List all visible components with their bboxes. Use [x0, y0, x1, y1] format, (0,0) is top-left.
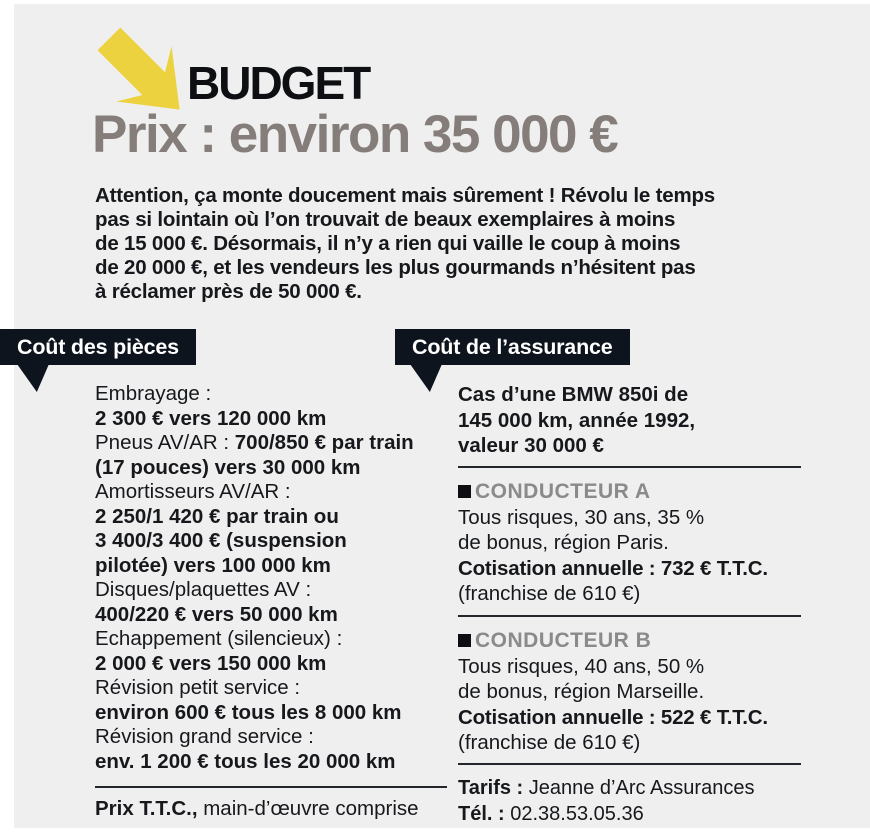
parts-footnote: Prix T.T.C., main-d’œuvre comprise — [95, 797, 419, 820]
intro-line: à réclamer près de 50 000 €. — [95, 280, 362, 303]
intro-line: Attention, ça monte doucement mais sûrem… — [95, 184, 716, 207]
phone-line: Tél. : 02.38.53.05.36 — [458, 802, 644, 825]
parts-line: Disques/plaquettes AV : — [95, 578, 312, 601]
driver-b-heading: CONDUCTEUR B — [458, 628, 801, 654]
parts-line: pilotée) vers 100 000 km — [95, 553, 331, 577]
insurance-cost-tab-label: Coût de l’assurance — [412, 334, 613, 359]
intro-paragraph: Attention, ça monte doucement mais sûrem… — [95, 184, 715, 304]
intro-line: de 15 000 €. Désormais, il n’y a rien qu… — [95, 232, 681, 255]
section-kicker: BUDGET — [187, 57, 371, 109]
driver-b-detail: de bonus, région Marseille. — [458, 680, 705, 703]
insurance-details: Cas d’une BMW 850i de 145 000 km, année … — [458, 382, 801, 827]
insurance-divider — [458, 614, 801, 617]
insurance-divider — [458, 465, 801, 468]
budget-panel-background — [14, 4, 870, 828]
driver-b-franchise: (franchise de 610 €) — [458, 731, 641, 754]
parts-cost-tab-label: Coût des pièces — [17, 334, 179, 359]
parts-line: (17 pouces) vers 30 000 km — [95, 455, 361, 479]
parts-line: Amortisseurs AV/AR : — [95, 480, 291, 503]
tarifs-line: Tarifs : Jeanne d’Arc Assurances — [458, 776, 755, 799]
parts-cost-tab: Coût des pièces — [0, 329, 196, 392]
insurance-contact: Tarifs : Jeanne d’Arc Assurances Tél. : … — [458, 775, 801, 827]
square-bullet-icon — [458, 634, 471, 647]
driver-a-detail: de bonus, région Paris. — [458, 531, 669, 554]
insurance-cost-tab: Coût de l’assurance — [395, 329, 630, 392]
driver-a-detail: Tous risques, 30 ans, 35 % — [458, 505, 705, 529]
parts-divider — [95, 786, 447, 788]
insurance-divider — [458, 762, 801, 765]
parts-line: Révision petit service : — [95, 676, 301, 699]
insurance-case-line: Cas d’une BMW 850i de — [458, 383, 689, 406]
parts-line: Pneus AV/AR : 700/850 € par train — [95, 431, 414, 454]
driver-b-premium: Cotisation annuelle : 522 € T.T.C. — [458, 705, 768, 729]
insurance-case-line: 145 000 km, année 1992, — [458, 408, 696, 432]
parts-line: 2 000 € vers 150 000 km — [95, 651, 327, 675]
driver-a-franchise: (franchise de 610 €) — [458, 582, 641, 605]
parts-line: 2 300 € vers 120 000 km — [95, 406, 327, 430]
driver-a-premium: Cotisation annuelle : 732 € T.T.C. — [458, 556, 768, 580]
parts-line: Révision grand service : — [95, 725, 314, 748]
parts-line: 400/220 € vers 50 000 km — [95, 602, 338, 626]
square-bullet-icon — [458, 485, 471, 498]
driver-a-heading: CONDUCTEUR A — [458, 479, 801, 505]
parts-cost-list: Embrayage : 2 300 € vers 120 000 km Pneu… — [95, 382, 447, 821]
down-right-arrow-icon — [97, 27, 180, 110]
intro-line: pas si lointain où l’on trouvait de beau… — [95, 208, 676, 231]
parts-line: Echappement (silencieux) : — [95, 627, 343, 650]
parts-line: 3 400/3 400 € (suspension — [95, 529, 347, 552]
parts-line: Embrayage : — [95, 382, 212, 405]
insurance-case-line: valeur 30 000 € — [458, 434, 604, 457]
intro-line: de 20 000 €, et les vendeurs les plus go… — [95, 256, 696, 279]
parts-line: environ 600 € tous les 8 000 km — [95, 700, 402, 724]
parts-line: env. 1 200 € tous les 20 000 km — [95, 749, 396, 773]
arrow-shape — [97, 27, 180, 110]
driver-b-detail: Tous risques, 40 ans, 50 % — [458, 654, 705, 678]
page-title: Prix : environ 35 000 € — [92, 105, 619, 164]
parts-line: 2 250/1 420 € par train ou — [95, 504, 339, 528]
